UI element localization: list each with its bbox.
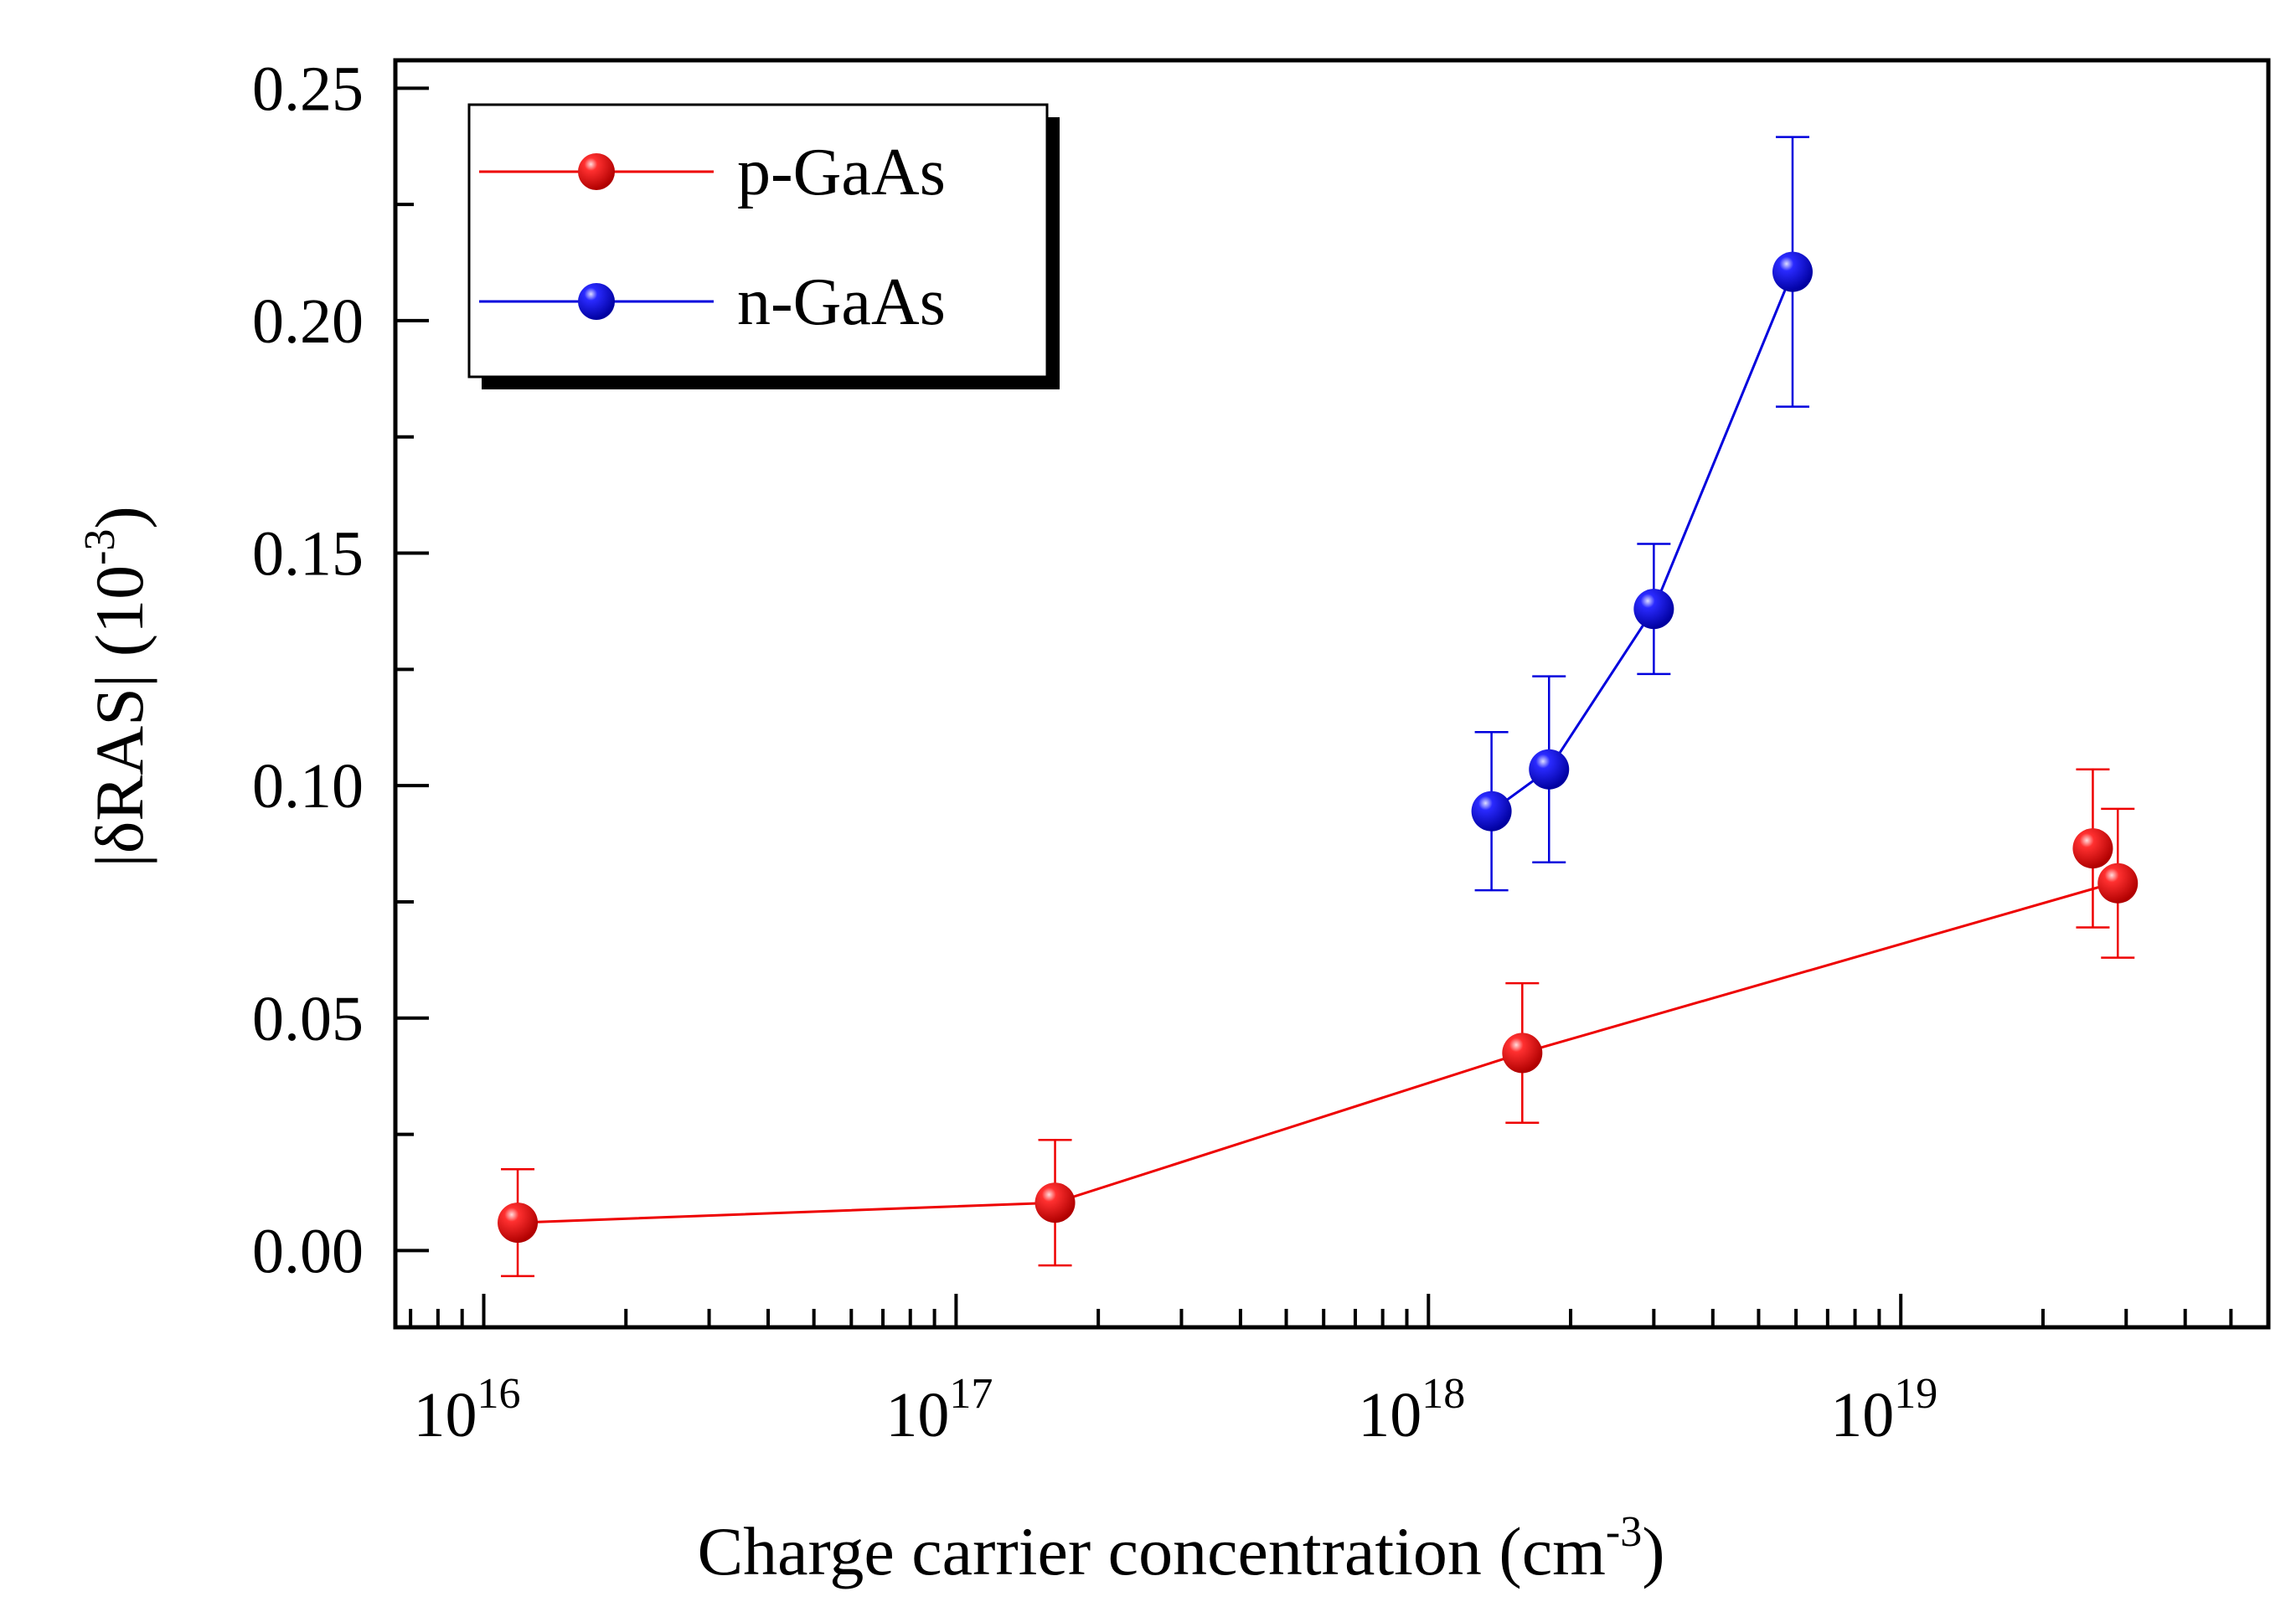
- data-point: [498, 1203, 539, 1244]
- y-tick-label: 0.20: [252, 286, 364, 357]
- plot-frame: [393, 58, 2271, 1330]
- legend-label-p-gaas: p-GaAs: [737, 136, 946, 209]
- legend-marker-p-gaas: [578, 153, 615, 190]
- x-tick-labels: 1016 1017 1018 1019: [413, 1370, 1937, 1450]
- x-axis-title: Charge carrier concentration (cm-3): [697, 1508, 1664, 1589]
- data-point: [1633, 589, 1674, 630]
- legend-marker-n-gaas: [578, 283, 615, 320]
- data-point: [2072, 828, 2113, 869]
- series-p-GaAs: [498, 768, 2139, 1278]
- series-layer: [498, 136, 2139, 1278]
- x-tick-label: 1016: [413, 1370, 520, 1450]
- data-point: [1034, 1182, 1076, 1223]
- data-point: [1502, 1033, 1543, 1074]
- axis-ticks: [395, 86, 2270, 1327]
- y-tick-label: 0.05: [252, 984, 364, 1054]
- x-tick-label: 1019: [1830, 1370, 1937, 1450]
- legend-label-n-gaas: n-GaAs: [737, 265, 946, 339]
- y-tick-label: 0.25: [252, 54, 364, 124]
- x-tick-label: 1017: [885, 1370, 993, 1450]
- y-axis-title: |δRAS| (10-3): [76, 506, 157, 867]
- series-line: [1490, 271, 1794, 812]
- series-line: [517, 884, 2105, 1224]
- legend: p-GaAs n-GaAs: [467, 103, 1060, 389]
- legend-box: [467, 103, 1049, 379]
- x-tick-label: 1018: [1358, 1370, 1465, 1450]
- y-tick-label: 0.10: [252, 751, 364, 821]
- data-point: [1471, 791, 1512, 832]
- plot-border: [393, 58, 2271, 1330]
- series-n-GaAs: [1471, 136, 1813, 892]
- y-tick-label: 0.00: [252, 1216, 364, 1286]
- data-point: [1772, 251, 1813, 292]
- data-point: [1529, 749, 1570, 790]
- y-tick-labels: 0.00 0.05 0.10 0.15 0.20 0.25: [252, 54, 364, 1286]
- data-point: [2097, 863, 2139, 904]
- y-tick-label: 0.15: [252, 519, 364, 590]
